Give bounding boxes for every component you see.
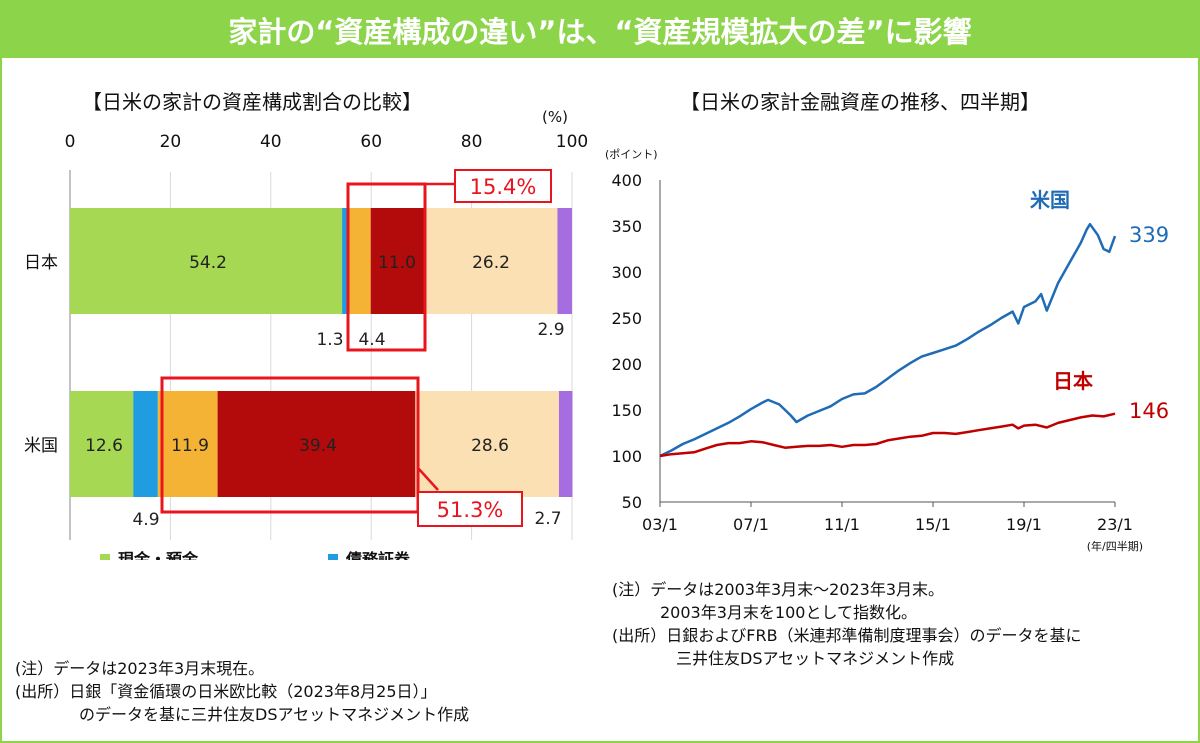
category-label: 米国 [24,436,58,456]
data-label: 2.7 [534,509,561,529]
data-label: 54.2 [189,253,227,273]
data-label: 28.6 [471,436,509,456]
banner-title: 家計の“資産構成の違い”は、“資産規模拡大の差”に影響 [2,2,1198,58]
bar-segment-0 [70,391,134,497]
data-label: 4.4 [358,330,385,350]
x-tick-label: 11/1 [824,515,860,534]
legend-swatch [328,554,338,560]
y-tick-label: 100 [611,447,642,466]
y-tick-label: 250 [611,309,642,328]
y-tick-label: 350 [611,217,642,236]
data-label: 1.3 [316,330,343,350]
bar-segment-2 [157,391,218,497]
data-label: 11.0 [378,253,416,273]
legend-label: 現金・預金 [118,550,199,560]
x-tick-label: 15/1 [915,515,951,534]
right-note-line: 三井住友DSアセットマネジメント作成 [612,649,955,668]
end-value-label: 146 [1129,399,1169,423]
right-note-line: (出所）日銀およびFRB（米連邦準備制度理事会）のデータを基に [612,626,1082,645]
callout-leader [417,467,439,491]
series-name-label: 日本 [1053,369,1093,393]
series-name-label: 米国 [1030,188,1070,212]
callout-label: 15.4% [470,175,537,199]
bar-segment-5 [557,208,572,314]
data-label: 11.9 [171,436,209,456]
bar-segment-5 [558,391,573,497]
callout-box [417,491,523,527]
bar-segment-0 [70,208,343,314]
x-tick-label: 20 [160,132,182,152]
x-tick-label: 23/1 [1097,515,1133,534]
bar-segment-3 [370,208,426,314]
y-axis-label: (ポイント) [605,148,658,161]
right-note-line: 2003年3月末を100として指数化。 [612,603,917,622]
left-note-line: (注）データは2023年3月末現在。 [15,659,265,678]
callout-label: 51.3% [437,498,504,522]
bar-segment-1 [342,208,349,314]
unit-label: (%) [542,108,568,126]
x-tick-label: 0 [65,132,76,152]
bar-segment-2 [348,208,371,314]
y-tick-label: 150 [611,401,642,420]
legend-label: 債務証券 [345,550,411,560]
legend-swatch [100,554,110,560]
x-axis-label: (年/四半期) [1087,539,1143,553]
line-chart-title: 【日米の家計金融資産の推移、四半期】 [680,90,1040,114]
bar-chart-title: 【日米の家計の資産構成割合の比較】 [82,90,422,114]
highlight-box-us [160,376,420,514]
right-note-line: (注）データは2003年3月末～2023年3月末。 [612,580,945,599]
x-tick-label: 100 [556,132,588,152]
x-tick-label: 80 [461,132,483,152]
y-tick-label: 200 [611,355,642,374]
bar-segment-4 [425,208,558,314]
callout-box [454,169,552,203]
data-label: 2.9 [537,320,564,340]
y-tick-label: 400 [611,171,642,190]
right-notes: (注）データは2003年3月末～2023年3月末。 2003年3月末を100とし… [612,578,1082,670]
end-value-label: 339 [1129,223,1169,247]
y-tick-label: 50 [622,493,642,512]
left-notes: (注）データは2023年3月末現在。 (出所）日銀「資金循環の日米欧比較（202… [15,657,469,726]
bar-segment-4 [415,391,559,497]
highlight-box-japan [346,182,427,352]
x-tick-label: 40 [260,132,282,152]
x-tick-label: 03/1 [642,515,678,534]
bar-segment-3 [217,391,416,497]
series-line-0 [659,222,1117,458]
data-label: 26.2 [472,253,510,273]
y-tick-label: 300 [611,263,642,282]
data-label: 4.9 [132,510,159,530]
left-note-line: (出所）日銀「資金循環の日米欧比較（2023年8月25日）」 [15,682,437,701]
x-tick-label: 19/1 [1006,515,1042,534]
x-tick-label: 07/1 [733,515,769,534]
left-note-line: のデータを基に三井住友DSアセットマネジメント作成 [15,705,470,724]
data-label: 12.6 [85,436,123,456]
bar-segment-1 [133,391,158,497]
series-line-1 [659,412,1116,458]
data-label: 39.4 [299,436,337,456]
x-tick-label: 60 [360,132,382,152]
category-label: 日本 [24,253,58,273]
